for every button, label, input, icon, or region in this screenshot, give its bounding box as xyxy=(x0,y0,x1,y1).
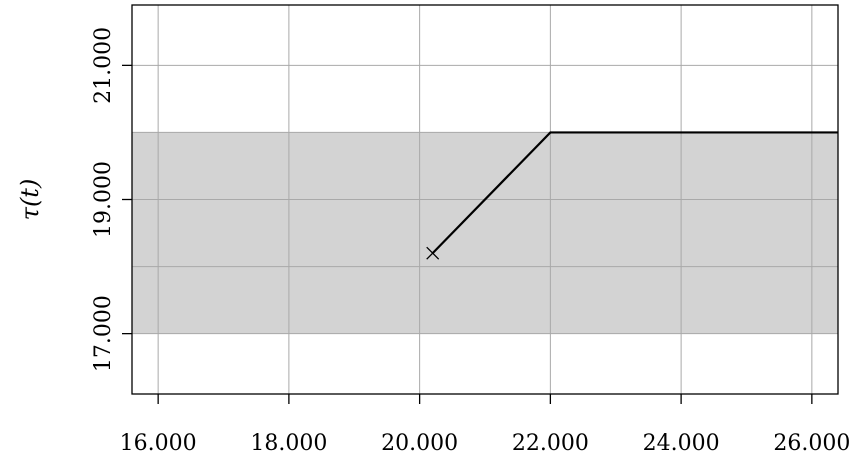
x-tick-label: 24.000 xyxy=(643,431,720,456)
x-tick-label: 20.000 xyxy=(381,431,458,456)
y-tick-label: 19.000 xyxy=(91,161,116,238)
x-tick-label: 18.000 xyxy=(250,431,327,456)
y-tick-label: 21.000 xyxy=(91,27,116,104)
y-axis-title: τ(t) xyxy=(16,179,44,221)
y-tick-label: 17.000 xyxy=(91,295,116,372)
series-line xyxy=(431,131,838,254)
x-tick-label: 26.000 xyxy=(773,431,850,456)
x-tick-label: 22.000 xyxy=(512,431,589,456)
shaded-band xyxy=(132,132,838,334)
start-marker-stroke xyxy=(426,246,440,260)
start-marker xyxy=(426,246,440,260)
x-tick-label: 16.000 xyxy=(120,431,197,456)
